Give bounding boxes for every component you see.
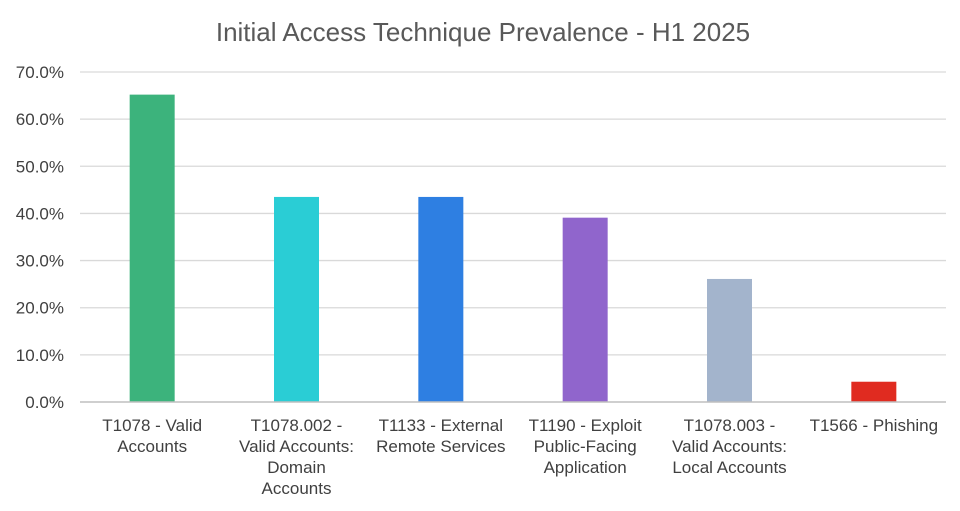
x-tick-label: Domain	[267, 458, 326, 477]
x-tick-label: T1566 - Phishing	[810, 416, 939, 435]
gridlines	[80, 71, 946, 356]
bar	[274, 196, 319, 402]
y-tick-label: 60.0%	[16, 110, 64, 129]
x-tick-label: Valid Accounts:	[672, 437, 787, 456]
y-tick-label: 0.0%	[25, 393, 64, 412]
y-tick-label: 20.0%	[16, 299, 64, 318]
y-tick-label: 40.0%	[16, 204, 64, 223]
bar	[707, 278, 752, 402]
x-tick-label: Application	[544, 458, 627, 477]
bars	[129, 94, 897, 402]
x-tick-label: Valid Accounts:	[239, 437, 354, 456]
x-tick-label: T1078.003 -	[684, 416, 776, 435]
x-tick-label: T1078 - Valid	[102, 416, 202, 435]
chart-title: Initial Access Technique Prevalence - H1…	[216, 17, 750, 47]
category-labels: T1078 - Valid Accounts T1078.002 - Valid Ac…	[102, 416, 938, 498]
x-tick-label: Accounts	[262, 479, 332, 498]
x-tick-label: Public-Facing	[534, 437, 637, 456]
y-axis-ticks: 0.0% 10.0% 20.0% 30.0% 40.0% 50.0% 60.0% 70.0%	[16, 63, 64, 412]
x-tick-label: T1133 - External	[379, 416, 503, 435]
bar	[129, 94, 175, 402]
y-tick-label: 70.0%	[16, 63, 64, 82]
x-tick-label: T1190 - Exploit	[529, 416, 642, 435]
bar	[851, 381, 897, 402]
x-tick-label: T1078.002 -	[251, 416, 343, 435]
x-tick-label: Remote Services	[376, 437, 505, 456]
bar	[562, 217, 608, 402]
x-tick-label: Local Accounts	[672, 458, 786, 477]
y-tick-label: 10.0%	[16, 346, 64, 365]
bar	[418, 196, 464, 402]
y-tick-label: 30.0%	[16, 252, 64, 271]
y-tick-label: 50.0%	[16, 157, 64, 176]
x-tick-label: Accounts	[117, 437, 187, 456]
